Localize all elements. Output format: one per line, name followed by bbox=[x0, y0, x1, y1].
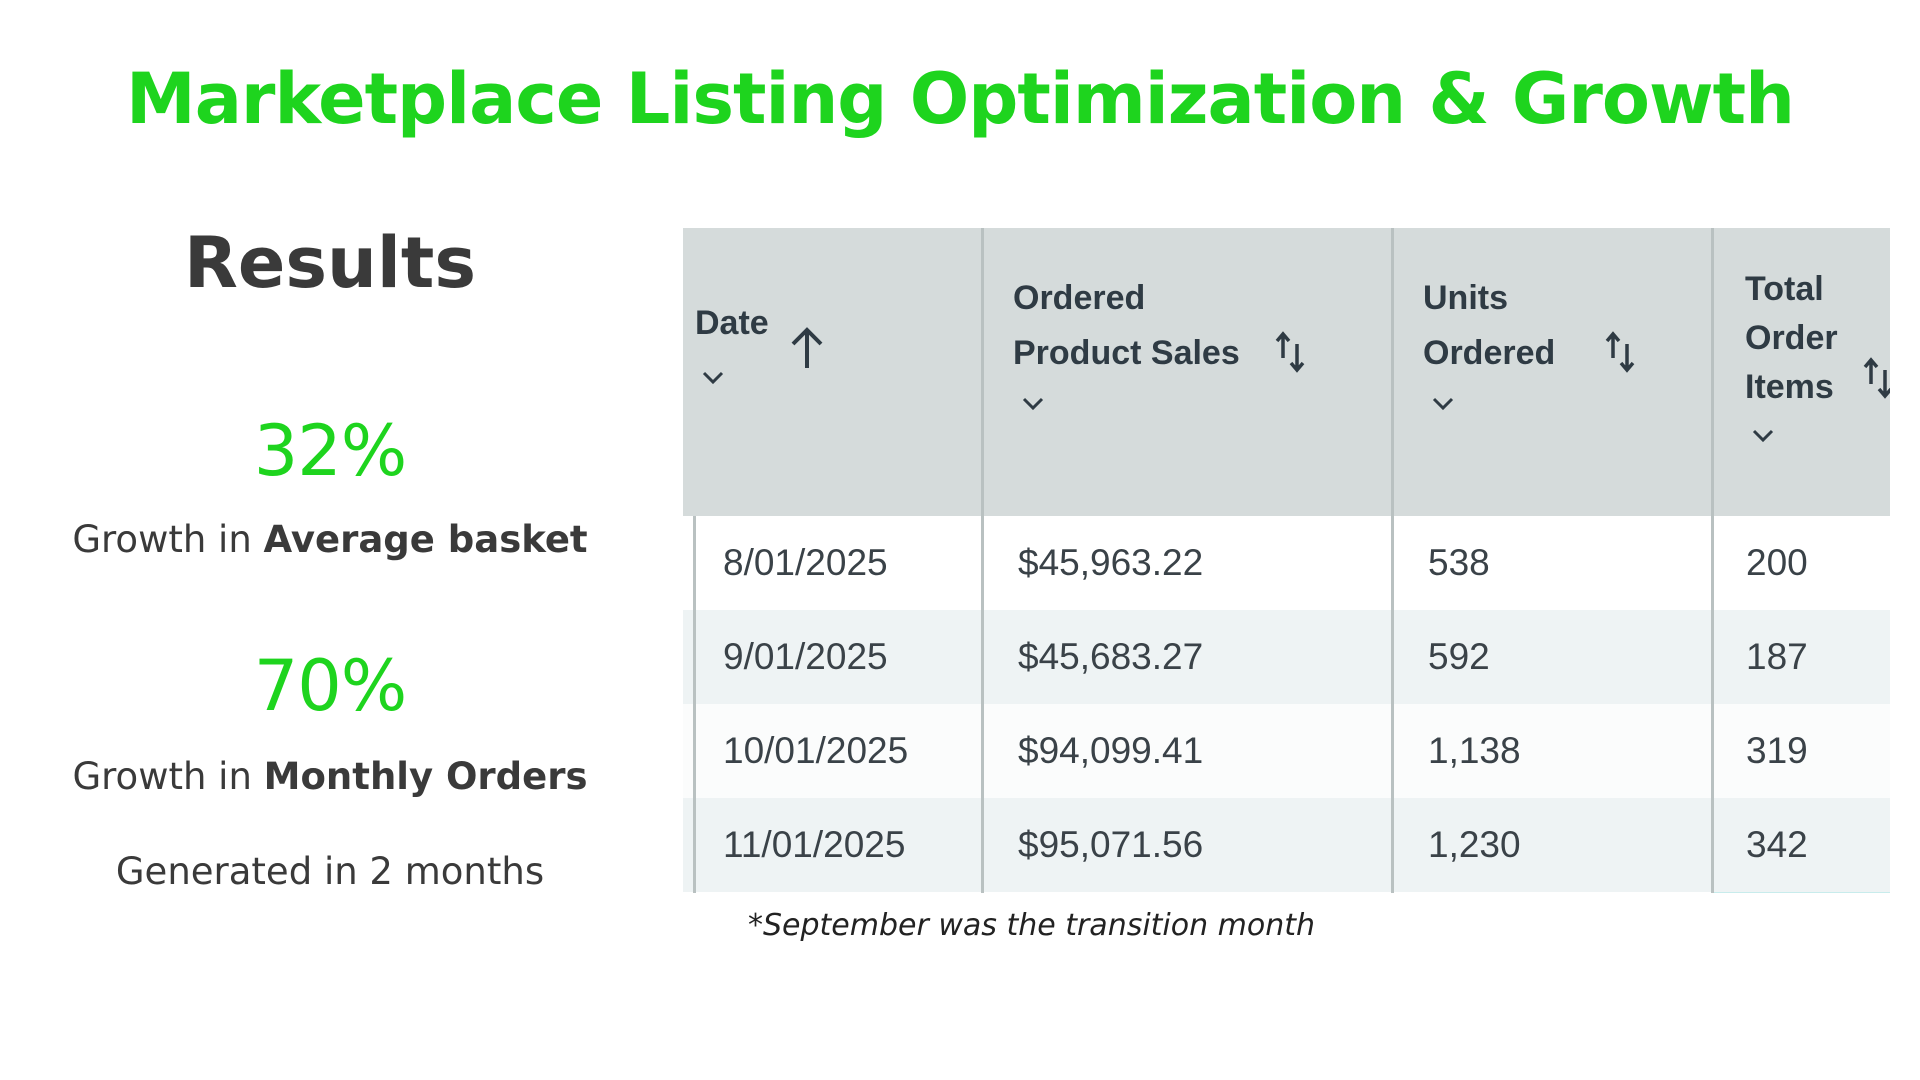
column-label-line1: Ordered bbox=[1013, 279, 1146, 317]
table-header: Date Ordered Product Sales Units Ordered bbox=[683, 228, 1890, 516]
cell-items: 187 bbox=[1746, 636, 1808, 677]
cell-sales: $45,683.27 bbox=[1018, 636, 1204, 677]
column-divider bbox=[981, 228, 984, 893]
column-divider bbox=[693, 516, 696, 893]
column-label-line2: Ordered bbox=[1423, 334, 1556, 372]
stat-caption-monthly-orders: Growth in Monthly Orders bbox=[40, 755, 620, 798]
table-row[interactable]: 11/01/2025 $95,071.56 1,230 342 bbox=[683, 798, 1890, 892]
cell-units: 1,230 bbox=[1428, 824, 1521, 865]
table-footnote: *September was the transition month bbox=[748, 908, 1316, 943]
cell-units: 1,138 bbox=[1428, 730, 1521, 771]
cell-items: 200 bbox=[1746, 542, 1808, 583]
column-label-line2: Order bbox=[1745, 319, 1838, 357]
cell-date: 10/01/2025 bbox=[723, 730, 909, 771]
cell-date: 8/01/2025 bbox=[723, 542, 888, 583]
cell-units: 538 bbox=[1428, 542, 1490, 583]
stat-caption-prefix: Growth in bbox=[72, 755, 264, 798]
slide-title: Marketplace Listing Optimization & Growt… bbox=[126, 58, 1795, 140]
results-panel: Results 32% Growth in Average basket 70%… bbox=[40, 0, 620, 1080]
cell-date: 9/01/2025 bbox=[723, 636, 888, 677]
table-row[interactable]: 10/01/2025 $94,099.41 1,138 319 bbox=[683, 704, 1890, 798]
chevron-down-icon[interactable] bbox=[1431, 396, 1455, 412]
stat-caption-bold: Average basket bbox=[263, 518, 588, 561]
column-label: Date bbox=[695, 304, 769, 342]
sort-updown-icon[interactable] bbox=[1273, 330, 1309, 374]
cell-sales: $95,071.56 bbox=[1018, 824, 1204, 865]
table-row[interactable]: 8/01/2025 $45,963.22 538 200 bbox=[683, 516, 1890, 610]
column-label-line3: Items bbox=[1745, 368, 1834, 406]
chevron-down-icon[interactable] bbox=[1751, 428, 1775, 444]
arrow-up-icon[interactable] bbox=[787, 326, 827, 372]
column-label-line2: Product Sales bbox=[1013, 334, 1240, 372]
generated-note: Generated in 2 months bbox=[115, 850, 545, 893]
cell-units: 592 bbox=[1428, 636, 1490, 677]
results-heading: Results bbox=[184, 222, 476, 304]
chevron-down-icon[interactable] bbox=[701, 370, 725, 386]
stat-value-average-basket: 32% bbox=[253, 410, 408, 492]
column-divider bbox=[1711, 228, 1714, 893]
stat-caption-prefix: Growth in bbox=[72, 518, 264, 561]
stat-caption-average-basket: Growth in Average basket bbox=[40, 518, 620, 561]
cell-sales: $45,963.22 bbox=[1018, 542, 1204, 583]
stat-caption-bold: Monthly Orders bbox=[263, 755, 588, 798]
column-header-items[interactable]: Total Order Items bbox=[1713, 228, 1890, 516]
cell-sales: $94,099.41 bbox=[1018, 730, 1204, 771]
column-header-units[interactable]: Units Ordered bbox=[1393, 228, 1713, 516]
column-label-line1: Total bbox=[1745, 270, 1824, 308]
sales-table: Date Ordered Product Sales Units Ordered bbox=[683, 228, 1890, 893]
column-header-date[interactable]: Date bbox=[683, 228, 983, 516]
chevron-down-icon[interactable] bbox=[1021, 396, 1045, 412]
table-row[interactable]: 9/01/2025 $45,683.27 592 187 bbox=[683, 610, 1890, 704]
cell-items: 319 bbox=[1746, 730, 1808, 771]
column-label-line1: Units bbox=[1423, 279, 1508, 317]
stat-value-monthly-orders: 70% bbox=[253, 645, 408, 727]
column-divider bbox=[1391, 228, 1394, 893]
cell-items: 342 bbox=[1746, 824, 1808, 865]
cell-date: 11/01/2025 bbox=[723, 824, 906, 865]
sort-updown-icon[interactable] bbox=[1603, 330, 1639, 374]
sort-updown-icon[interactable] bbox=[1861, 356, 1890, 400]
column-header-sales[interactable]: Ordered Product Sales bbox=[983, 228, 1393, 516]
